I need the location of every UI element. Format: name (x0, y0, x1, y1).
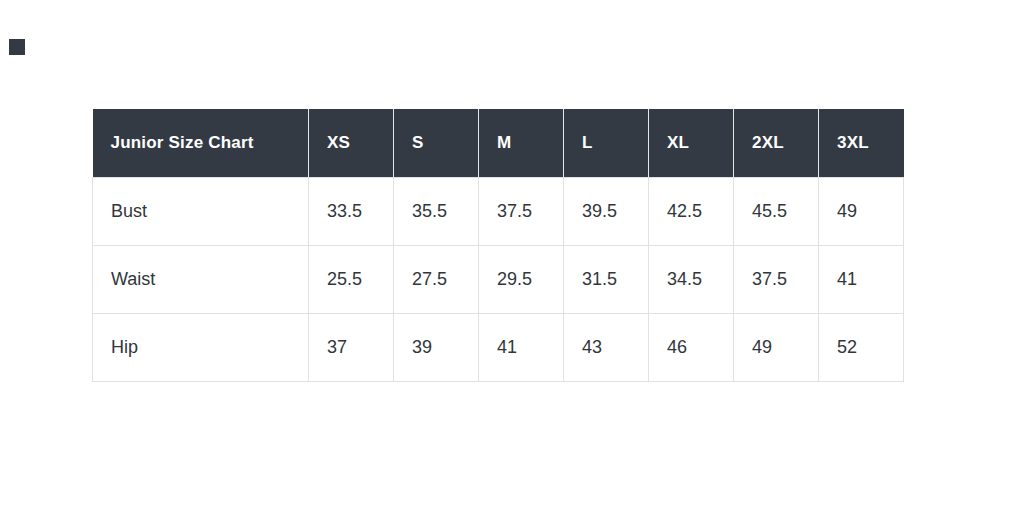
column-header-xl: XL (649, 109, 734, 177)
cell-waist-l: 31.5 (564, 245, 649, 313)
row-label-waist: Waist (93, 245, 309, 313)
row-label-hip: Hip (93, 313, 309, 381)
cell-waist-3xl: 41 (819, 245, 904, 313)
cell-bust-xl: 42.5 (649, 177, 734, 245)
column-header-s: S (394, 109, 479, 177)
table-row-waist: Waist 25.5 27.5 29.5 31.5 34.5 37.5 41 (93, 245, 904, 313)
table-title: Junior Size Chart (93, 109, 309, 177)
cell-hip-xl: 46 (649, 313, 734, 381)
column-header-xs: XS (309, 109, 394, 177)
cell-hip-m: 41 (479, 313, 564, 381)
junior-size-chart-table: Junior Size Chart XS S M L XL 2XL 3XL Bu… (92, 109, 904, 382)
cell-bust-xs: 33.5 (309, 177, 394, 245)
page: Junior Size Chart XS S M L XL 2XL 3XL Bu… (0, 0, 1009, 522)
table-header-row: Junior Size Chart XS S M L XL 2XL 3XL (93, 109, 904, 177)
row-label-bust: Bust (93, 177, 309, 245)
cell-hip-xs: 37 (309, 313, 394, 381)
cell-bust-2xl: 45.5 (734, 177, 819, 245)
cell-bust-m: 37.5 (479, 177, 564, 245)
table-row-bust: Bust 33.5 35.5 37.5 39.5 42.5 45.5 49 (93, 177, 904, 245)
cell-hip-3xl: 52 (819, 313, 904, 381)
cell-waist-2xl: 37.5 (734, 245, 819, 313)
cell-bust-3xl: 49 (819, 177, 904, 245)
logo-mark (9, 39, 25, 55)
table-row-hip: Hip 37 39 41 43 46 49 52 (93, 313, 904, 381)
cell-waist-m: 29.5 (479, 245, 564, 313)
cell-bust-l: 39.5 (564, 177, 649, 245)
column-header-2xl: 2XL (734, 109, 819, 177)
column-header-3xl: 3XL (819, 109, 904, 177)
cell-waist-xl: 34.5 (649, 245, 734, 313)
column-header-m: M (479, 109, 564, 177)
cell-hip-l: 43 (564, 313, 649, 381)
cell-waist-xs: 25.5 (309, 245, 394, 313)
cell-bust-s: 35.5 (394, 177, 479, 245)
cell-hip-2xl: 49 (734, 313, 819, 381)
cell-waist-s: 27.5 (394, 245, 479, 313)
cell-hip-s: 39 (394, 313, 479, 381)
column-header-l: L (564, 109, 649, 177)
